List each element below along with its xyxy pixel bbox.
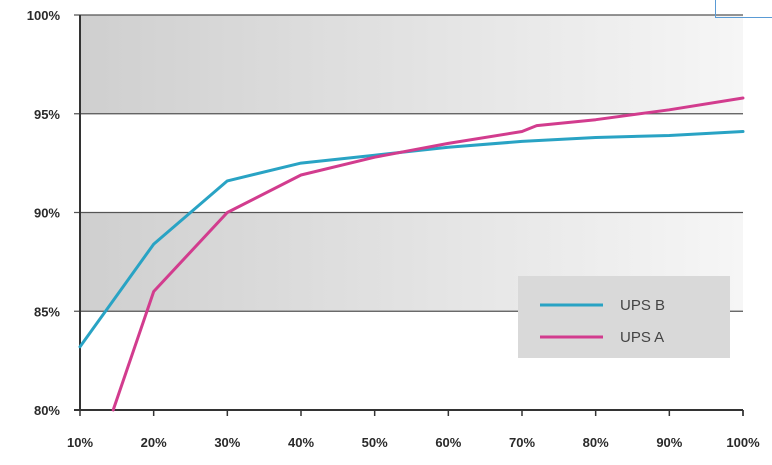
- x-tick-label: 100%: [726, 435, 760, 450]
- y-tick-label: 80%: [34, 403, 60, 418]
- background-bands: [80, 15, 743, 311]
- x-tick-label: 90%: [656, 435, 682, 450]
- x-tick-label: 40%: [288, 435, 314, 450]
- x-tick-label: 30%: [214, 435, 240, 450]
- y-tick-label: 100%: [27, 8, 61, 23]
- x-tick-label: 10%: [67, 435, 93, 450]
- y-tick-label: 95%: [34, 107, 60, 122]
- y-tick-label: 90%: [34, 206, 60, 221]
- x-tick-label: 60%: [435, 435, 461, 450]
- x-tick-label: 50%: [362, 435, 388, 450]
- legend: UPS B UPS A: [518, 276, 730, 358]
- legend-label: UPS B: [620, 297, 665, 314]
- x-tick-label: 20%: [141, 435, 167, 450]
- legend-label: UPS A: [620, 329, 664, 346]
- x-tick-label: 80%: [583, 435, 609, 450]
- band-95-100: [80, 15, 743, 114]
- x-tick-label: 70%: [509, 435, 535, 450]
- corner-frame: [715, 0, 772, 18]
- y-tick-label: 85%: [34, 304, 60, 319]
